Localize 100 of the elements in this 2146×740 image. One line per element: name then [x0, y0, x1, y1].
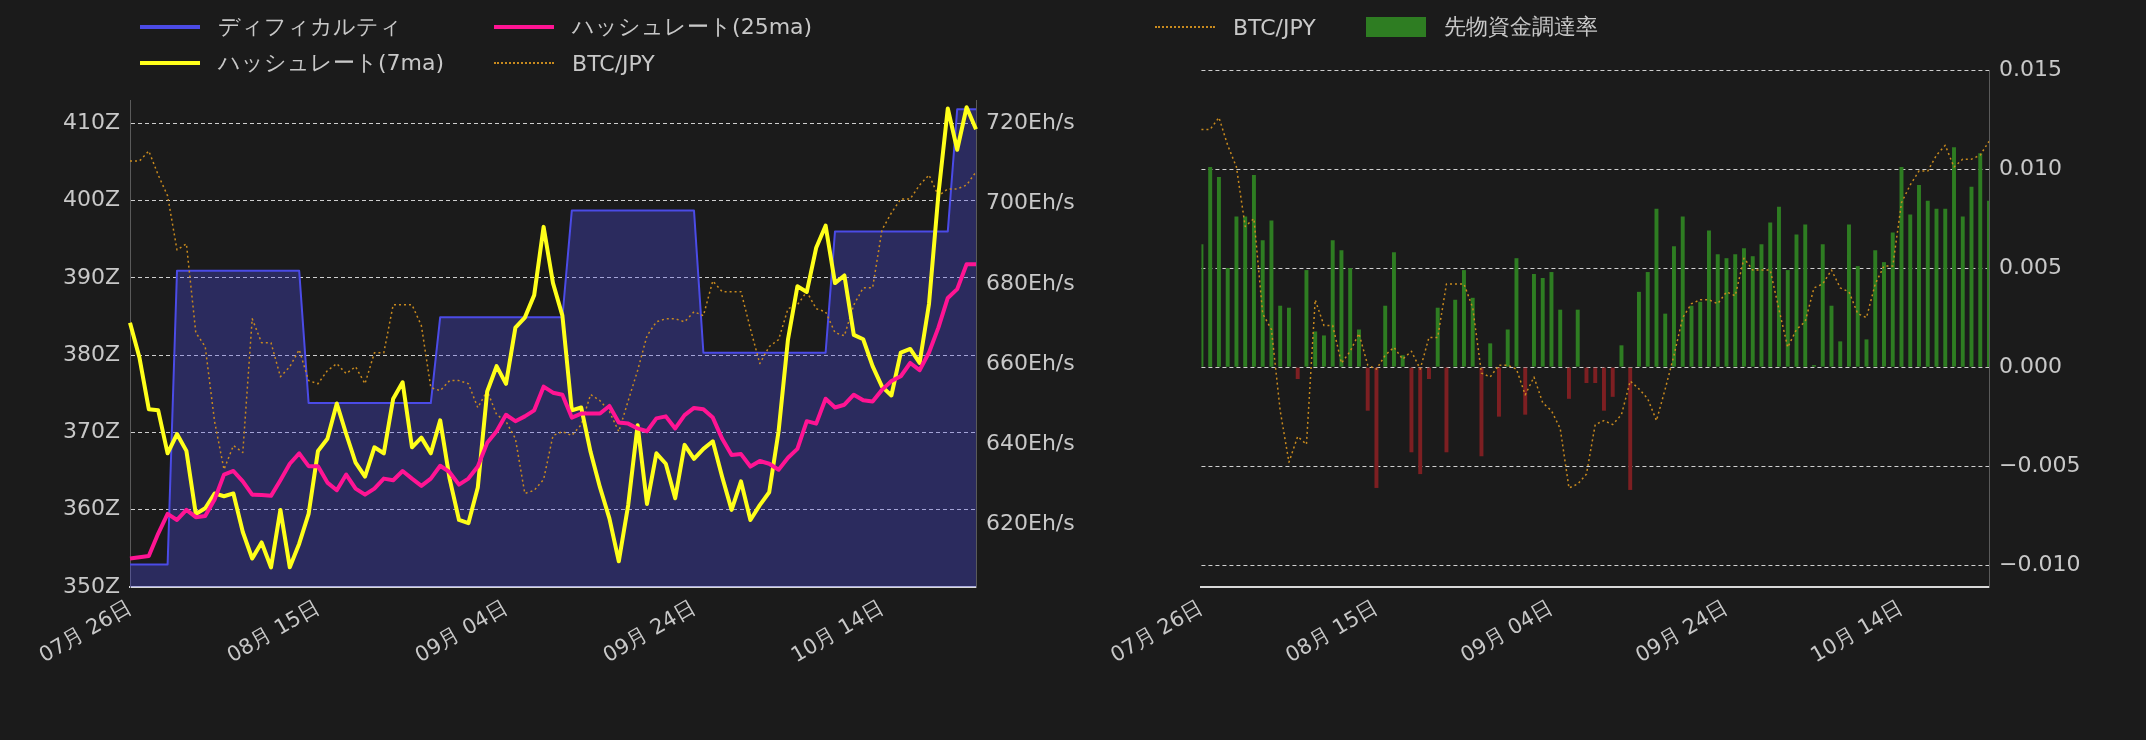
x-tick-label: 07月 26日: [1106, 595, 1207, 667]
bar: [1908, 214, 1913, 367]
bar: [1225, 268, 1230, 367]
bar: [1278, 305, 1283, 367]
bar: [1479, 367, 1484, 457]
bar: [1645, 272, 1650, 367]
bar: [1532, 274, 1536, 367]
bar: [1680, 216, 1685, 367]
y-tick-label: 410Z: [62, 108, 120, 134]
bar: [1208, 167, 1213, 367]
y2-tick-label: 720Eh/s: [986, 109, 1075, 134]
bar: [1768, 222, 1773, 367]
y-tick-label: 390Z: [62, 263, 120, 289]
y-tick-label: 400Z: [62, 186, 120, 212]
bar: [1339, 250, 1344, 367]
bar: [1286, 307, 1291, 367]
bar: [1750, 256, 1755, 367]
x-tick-label: 10月 14日: [1806, 595, 1907, 667]
bar: [1461, 270, 1466, 367]
bar: [1418, 367, 1423, 475]
legend-label: BTC/JPY: [572, 50, 655, 76]
bar: [1593, 367, 1598, 383]
bar: [1304, 270, 1309, 367]
x-tick-label: 09月 04日: [410, 595, 512, 667]
bar: [1943, 208, 1948, 367]
bar: [1820, 244, 1825, 367]
bar: [1610, 367, 1615, 397]
bar: [1374, 367, 1379, 488]
bar: [1575, 309, 1580, 367]
bar: [1707, 230, 1711, 367]
bar: [1978, 153, 1983, 367]
bar: [1523, 367, 1528, 415]
bar: [1602, 367, 1606, 411]
bar: [1785, 270, 1790, 367]
bar: [1313, 331, 1318, 367]
bar: [1383, 305, 1388, 367]
bar: [1873, 250, 1878, 367]
bar: [1847, 224, 1851, 367]
bar: [1505, 329, 1510, 367]
bar: [1855, 266, 1860, 367]
bar: [1409, 367, 1414, 453]
y-tick-label: 0.000: [1999, 352, 2062, 378]
bar: [1549, 272, 1554, 367]
bar: [1672, 246, 1676, 367]
legend-label: ハッシュレート(25ma): [572, 13, 813, 41]
bar: [1470, 297, 1475, 367]
x-tick-label: 09月 24日: [1631, 595, 1732, 667]
bar: [1444, 367, 1449, 453]
legend-label: ハッシュレート(7ma): [218, 49, 445, 77]
bar: [1216, 176, 1221, 367]
y-tick-label: 0.015: [1999, 55, 2062, 81]
bar: [1365, 367, 1370, 411]
bar: [1260, 240, 1265, 367]
x-tick-label: 07月 26日: [34, 595, 136, 667]
bar: [1295, 367, 1300, 380]
y2-tick-label: 640Eh/s: [986, 430, 1075, 456]
y2-tick-label: 620Eh/s: [986, 510, 1075, 536]
bar: [1435, 307, 1440, 367]
bar: [1584, 367, 1589, 383]
line-series: [1200, 116, 1990, 489]
bar: [1234, 216, 1239, 367]
bar: [1567, 367, 1571, 399]
x-tick-label: 08月 15日: [1281, 595, 1382, 667]
bar: [1251, 174, 1256, 367]
y2-tick-label: 700Eh/s: [986, 189, 1075, 215]
y-tick-label: 0.005: [1999, 253, 2062, 279]
bar: [1917, 184, 1921, 367]
y-tick-label: −0.005: [1999, 451, 2081, 477]
bar: [1733, 254, 1738, 367]
x-tick-label: 08月 15日: [222, 595, 324, 667]
bar: [1514, 258, 1519, 367]
legend-label: 先物資金調達率: [1443, 13, 1598, 41]
bar: [1637, 291, 1641, 367]
bar: [1628, 367, 1633, 490]
y-tick-label: 0.010: [1999, 154, 2062, 180]
y-tick-label: −0.010: [1999, 550, 2081, 576]
legend-label: ディフィカルティ: [218, 13, 402, 41]
bar: [1715, 254, 1720, 367]
bar: [1960, 216, 1965, 367]
bar: [1453, 299, 1458, 367]
y-tick-label: 380Z: [62, 340, 120, 366]
bar: [1698, 301, 1703, 367]
bar: [1356, 329, 1361, 367]
x-tick-label: 09月 24日: [598, 595, 700, 667]
bar: [1558, 309, 1563, 367]
bar: [1426, 367, 1431, 380]
bar: [1925, 200, 1930, 367]
legend-label: BTC/JPY: [1233, 14, 1316, 40]
bar: [1496, 367, 1501, 417]
bar: [1269, 220, 1274, 367]
y2-tick-label: 660Eh/s: [986, 349, 1075, 375]
y-tick-label: 370Z: [62, 418, 120, 444]
y-tick-label: 360Z: [62, 495, 120, 521]
bar: [1321, 335, 1326, 367]
bar: [1243, 216, 1248, 367]
line-series: [129, 150, 977, 495]
x-tick-label: 09月 04日: [1456, 595, 1557, 667]
x-tick-label: 10月 14日: [786, 595, 888, 667]
bar: [1890, 232, 1895, 367]
y2-tick-label: 680Eh/s: [986, 269, 1075, 295]
